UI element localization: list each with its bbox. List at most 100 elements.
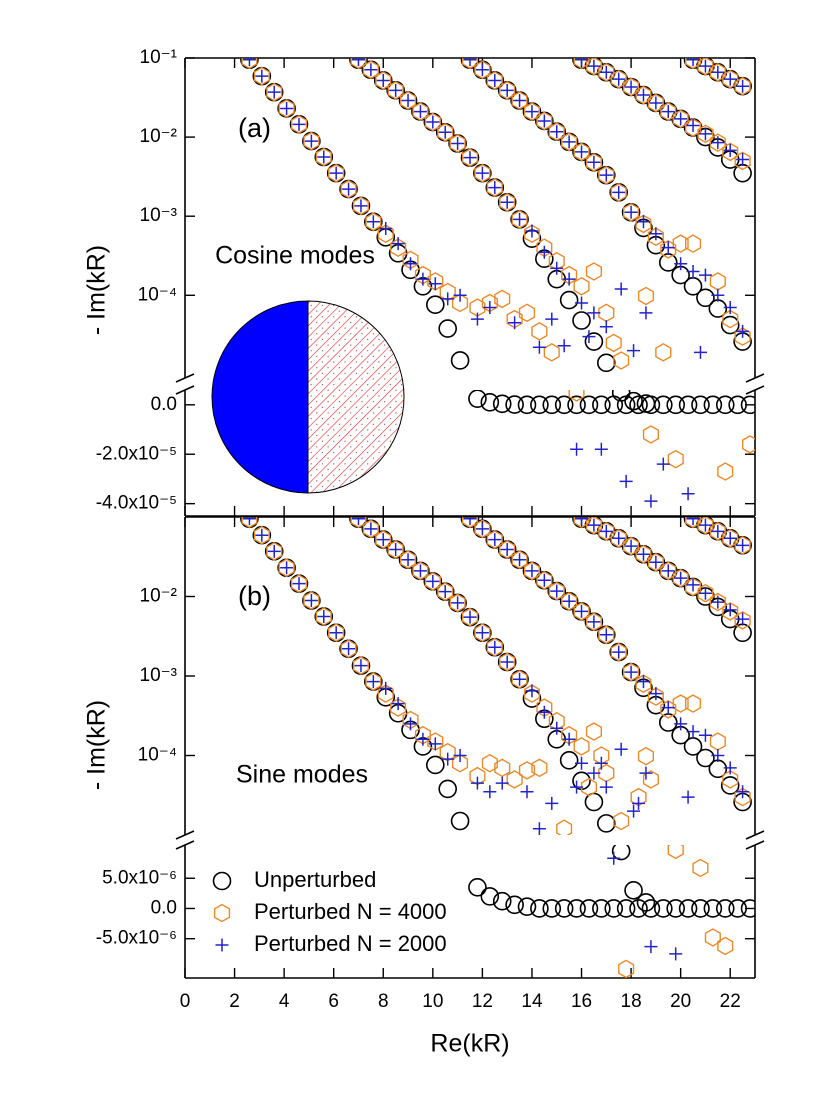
marker-hexagon [734, 611, 751, 630]
marker-hexagon [474, 60, 491, 80]
marker-hexagon [623, 202, 640, 222]
marker-hexagon [511, 669, 528, 689]
y-tick-label: -2.0x10⁻⁵ [96, 443, 177, 464]
marker-plus [413, 564, 427, 578]
marker-circle [597, 353, 616, 373]
marker-plus [649, 227, 663, 241]
marker-plus [636, 547, 650, 561]
marker-plus [711, 288, 725, 302]
marker-hexagon [734, 535, 751, 555]
marker-hexagon [709, 732, 726, 751]
marker-hexagon [375, 71, 392, 90]
marker-plus [575, 604, 589, 618]
marker-plus [495, 776, 509, 790]
marker-plus [639, 306, 653, 320]
marker-circle [468, 390, 487, 408]
marker-plus [304, 594, 318, 608]
marker-circle [584, 792, 604, 812]
marker-hexagon [494, 289, 511, 309]
marker-plus [451, 596, 465, 610]
marker-circle [703, 395, 723, 415]
marker-plus [723, 603, 737, 617]
marker-plus [438, 585, 452, 599]
marker-hexagon [660, 700, 677, 719]
axis-break [745, 830, 765, 840]
marker-circle [450, 351, 470, 370]
marker-plus [599, 780, 613, 794]
marker-hexagon [660, 102, 677, 121]
marker-hexagon [610, 528, 627, 548]
marker-hexagon [647, 552, 664, 572]
marker-plus [656, 457, 670, 471]
legend-marker [213, 903, 231, 923]
axis-break [745, 840, 765, 850]
marker-plus [686, 264, 700, 278]
plot-upper [240, 517, 752, 835]
marker-plus [698, 59, 712, 73]
marker-hexagon [585, 722, 602, 741]
marker-plus [453, 749, 467, 762]
marker-plus [562, 732, 576, 746]
marker-plus [587, 306, 601, 320]
marker-plus [488, 73, 502, 87]
marker-hexagon [660, 561, 677, 581]
marker-circle [691, 899, 710, 918]
marker-plus [661, 701, 675, 715]
marker-plus [557, 339, 571, 353]
marker-plus [525, 224, 539, 238]
marker-plus [441, 752, 455, 766]
marker-plus [686, 517, 700, 526]
marker-hexagon [536, 111, 553, 131]
marker-circle [530, 899, 549, 918]
marker-plus [669, 947, 683, 961]
marker-plus [624, 205, 638, 219]
y-tick-label: 5.0x10⁻⁶ [102, 867, 177, 888]
marker-circle [579, 395, 599, 415]
marker-plus [537, 245, 551, 259]
marker-plus [475, 63, 489, 77]
marker-hexagon [598, 625, 615, 645]
marker-hexagon [605, 333, 622, 353]
marker-circle [542, 395, 562, 415]
y-axis-label: - Im(kR) [83, 700, 111, 790]
marker-plus [575, 296, 589, 310]
marker-hexagon [580, 777, 597, 797]
marker-hexagon [573, 142, 590, 162]
marker-plus [416, 732, 430, 746]
marker-hexagon [585, 262, 602, 281]
marker-hexagon [303, 131, 320, 151]
marker-plus [661, 564, 675, 578]
marker-circle [426, 295, 445, 315]
marker-hexagon [449, 134, 466, 153]
marker-plus [376, 73, 390, 87]
marker-circle [492, 891, 512, 911]
marker-hexagon [685, 577, 702, 597]
marker-plus [525, 105, 539, 119]
marker-hexagon [340, 639, 357, 659]
marker-hexagon [449, 593, 466, 613]
marker-plus [401, 94, 415, 108]
marker-circle [715, 395, 735, 415]
marker-hexagon [561, 132, 578, 152]
marker-hexagon [637, 746, 654, 766]
marker-circle [554, 899, 574, 918]
marker-plus [575, 756, 589, 770]
marker-hexagon [647, 93, 664, 113]
marker-hexagon [635, 674, 652, 694]
annotation: Cosine modes [215, 242, 375, 270]
marker-plus [736, 612, 750, 626]
marker-hexagon [523, 102, 540, 121]
marker-circle [530, 395, 549, 415]
marker-plus [545, 312, 559, 326]
marker-hexagon [635, 544, 652, 564]
marker-hexagon [315, 147, 332, 167]
marker-plus [594, 442, 608, 456]
marker-hexagon [350, 517, 367, 529]
marker-circle [678, 899, 698, 918]
marker-plus [639, 766, 653, 780]
marker-plus [520, 785, 534, 799]
marker-plus [351, 58, 365, 67]
marker-hexagon [618, 959, 635, 978]
marker-plus [711, 749, 725, 762]
marker-plus [513, 212, 527, 226]
